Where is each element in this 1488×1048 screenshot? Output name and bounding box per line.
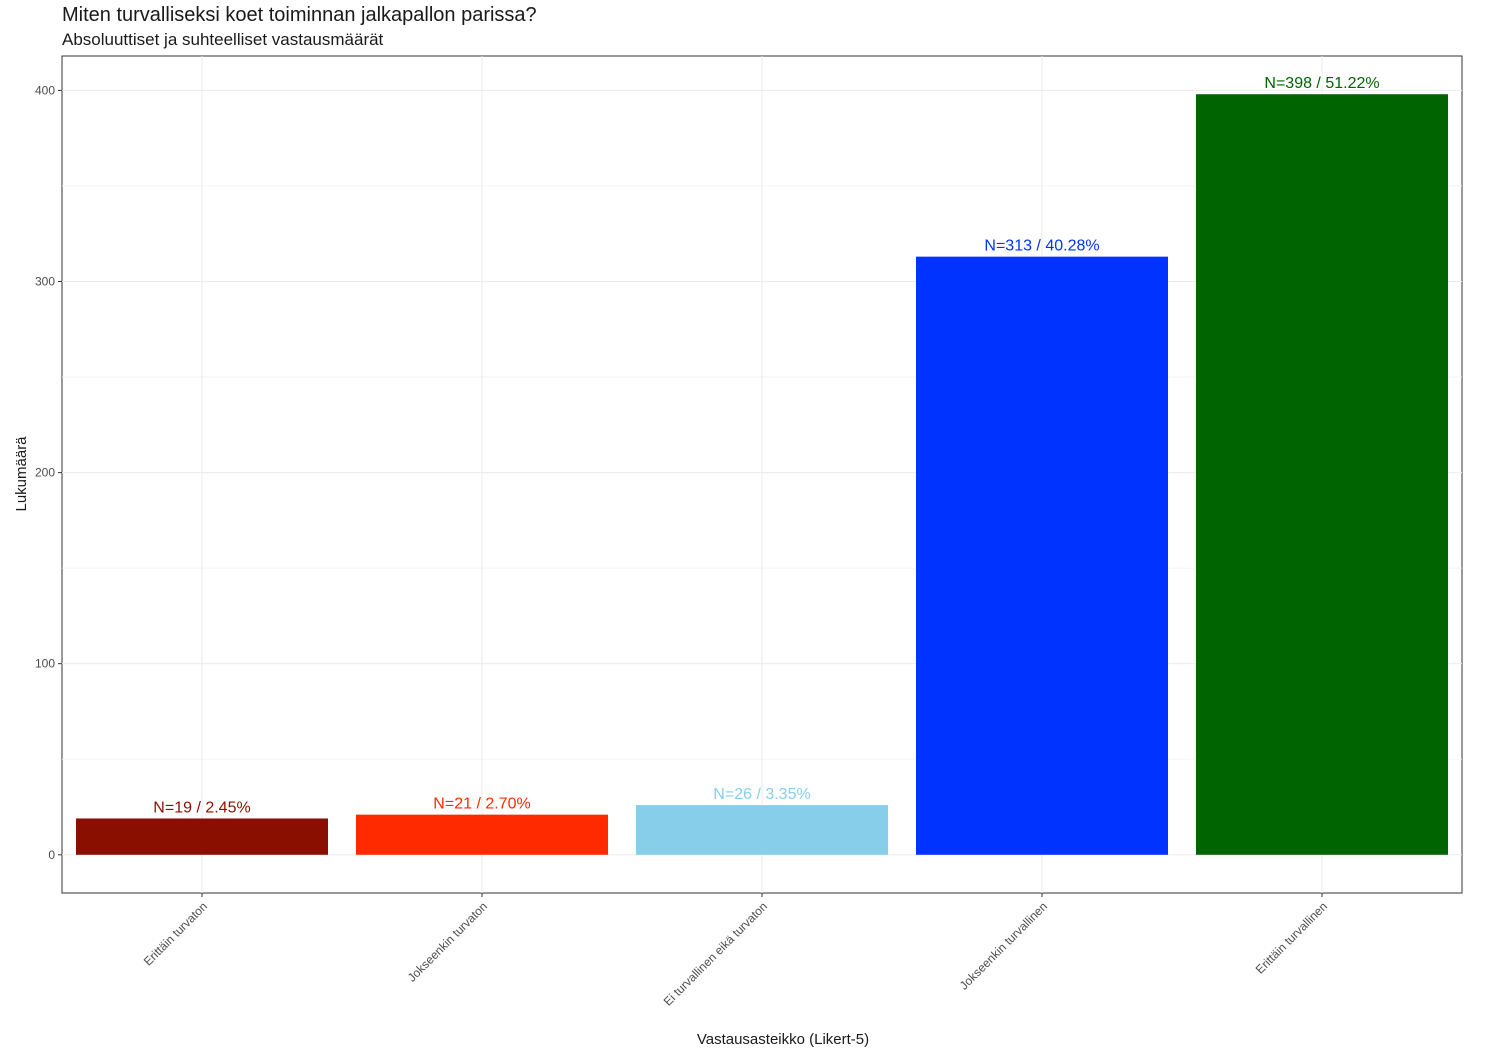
x-tick-label: Erittäin turvaton — [141, 899, 210, 968]
x-axis-title: Vastausasteikko (Likert-5) — [697, 1031, 869, 1048]
chart-title: Miten turvalliseksi koet toiminnan jalka… — [62, 4, 537, 26]
x-tick-label: Ei turvallinen eikä turvaton — [661, 899, 770, 1008]
data-label: N=26 / 3.35% — [713, 786, 810, 803]
bar — [636, 805, 888, 855]
chart-subtitle: Absoluuttiset ja suhteelliset vastausmää… — [62, 30, 384, 49]
x-axis: Erittäin turvaton Jokseenkin turvaton Ei t… — [141, 893, 1330, 1009]
bar — [76, 818, 328, 855]
bar — [916, 256, 1168, 855]
x-tick-label: Jokseenkin turvaton — [405, 899, 490, 984]
x-tick-label: Erittäin turvallinen — [1253, 899, 1330, 976]
bar — [356, 814, 608, 855]
bar — [1196, 94, 1448, 855]
y-tick-label: 100 — [35, 657, 55, 671]
data-label: N=313 / 40.28% — [984, 238, 1099, 255]
x-tick-label: Jokseenkin turvallinen — [957, 899, 1050, 992]
data-label: N=398 / 51.22% — [1264, 75, 1379, 92]
y-tick-label: 300 — [35, 274, 55, 288]
data-label: N=21 / 2.70% — [433, 796, 530, 813]
y-axis: 0 100 200 300 400 — [35, 83, 62, 862]
y-tick-label: 400 — [35, 83, 55, 97]
data-labels: N=19 / 2.45% N=21 / 2.70% N=26 / 3.35% N=31… — [153, 75, 1379, 816]
bars — [76, 94, 1448, 855]
y-axis-title: Lukumäärä — [13, 436, 30, 512]
y-tick-label: 0 — [48, 848, 55, 862]
y-tick-label: 200 — [35, 466, 55, 480]
data-label: N=19 / 2.45% — [153, 799, 250, 816]
